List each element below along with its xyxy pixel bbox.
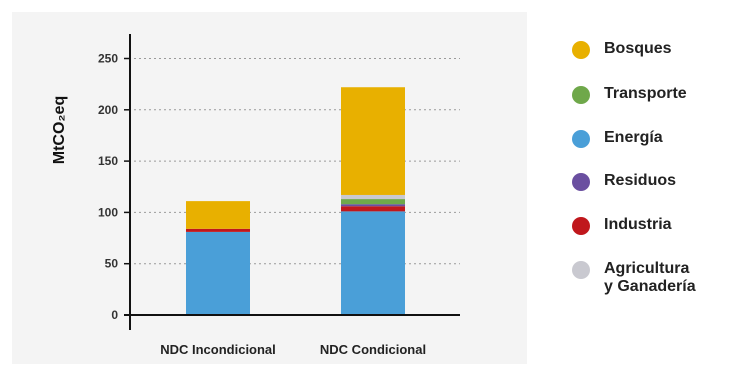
legend-label: Residuos	[604, 172, 677, 189]
y-tick-label: 100	[98, 205, 118, 219]
bar-segment-bosques	[186, 201, 250, 229]
bar-chart: 0 50 100 150 200 250 NDC Incondicional NDC Cond…	[51, 34, 460, 358]
legend-item: Energía	[572, 129, 663, 148]
y-axis-title: MtCO₂eq	[51, 96, 68, 164]
bar-segment-energia	[341, 211, 405, 315]
legend-swatch-icon	[572, 217, 590, 235]
legend-swatch-icon	[572, 86, 590, 104]
legend-item: Bosques	[572, 40, 672, 59]
x-category-label: NDC Incondicional	[160, 342, 276, 357]
legend-item: Industria	[572, 216, 672, 235]
bars	[186, 87, 405, 315]
legend-label: Energía	[604, 129, 663, 146]
bar-segment-industria	[186, 228, 250, 232]
bar-segment-industria	[341, 206, 405, 212]
y-tick-label: 250	[98, 52, 118, 66]
chart-panel: 0 50 100 150 200 250 NDC Incondicional NDC Cond…	[12, 12, 527, 364]
y-tick-label: 0	[111, 308, 118, 322]
y-tick-label: 150	[98, 154, 118, 168]
y-tick-label: 50	[105, 257, 119, 271]
bar-segment-bosques	[341, 87, 405, 195]
legend-item: Transporte	[572, 85, 687, 104]
axes	[124, 34, 460, 330]
bar-segment-residuos	[341, 204, 405, 207]
legend-label: Transporte	[604, 85, 687, 102]
bar-segment-energia	[186, 231, 250, 315]
labels: 0 50 100 150 200 250 NDC Incondicional NDC Cond…	[51, 52, 426, 358]
x-category-label: NDC Condicional	[320, 342, 426, 357]
legend-swatch-icon	[572, 261, 590, 279]
legend-swatch-icon	[572, 41, 590, 59]
legend-swatch-icon	[572, 173, 590, 191]
gridlines	[134, 58, 460, 265]
legend-label: Agricultura y Ganadería	[604, 260, 696, 295]
legend-label: Bosques	[604, 40, 672, 57]
bar-segment-transporte	[341, 199, 405, 205]
legend-swatch-icon	[572, 130, 590, 148]
legend-item: Agricultura y Ganadería	[572, 260, 696, 296]
y-tick-label: 200	[98, 103, 118, 117]
legend-label: Industria	[604, 216, 672, 233]
legend-item: Residuos	[572, 172, 676, 191]
bar-segment-agricultura	[341, 194, 405, 200]
